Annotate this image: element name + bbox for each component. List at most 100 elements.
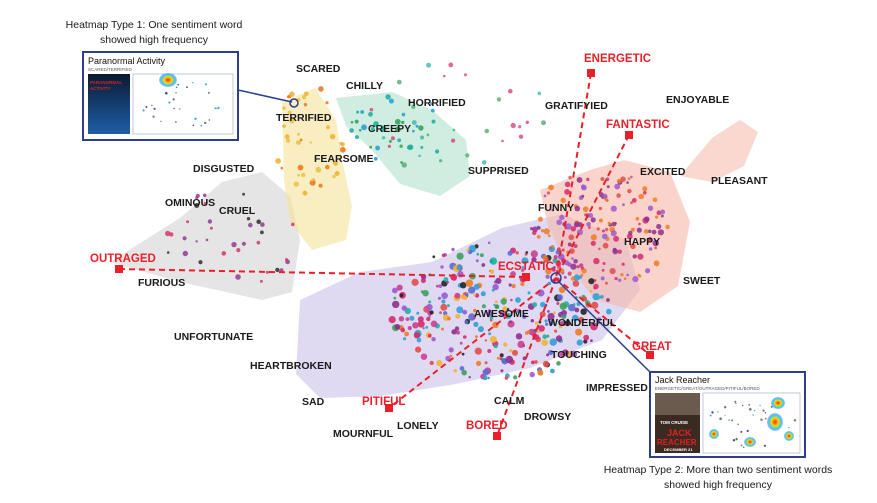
frequency-dot <box>369 145 373 149</box>
frequency-dot <box>456 330 461 335</box>
label-fantastic: FANTASTIC <box>606 119 670 131</box>
grey-wolf-silhouette <box>110 172 300 300</box>
frequency-dot <box>474 347 482 355</box>
label-funny: FUNNY <box>538 202 574 214</box>
frequency-dot <box>394 324 401 330</box>
frequency-dot <box>602 262 606 265</box>
frequency-dot <box>417 316 424 323</box>
frequency-dot <box>503 342 508 347</box>
frequency-dot <box>604 198 608 202</box>
frequency-dot <box>653 260 660 267</box>
frequency-dot <box>256 240 261 245</box>
frequency-dot <box>312 180 316 184</box>
frequency-dot <box>537 330 541 334</box>
frequency-dot <box>438 284 443 288</box>
frequency-dot <box>590 234 598 241</box>
frequency-dot <box>175 86 178 89</box>
frequency-dot <box>142 109 145 112</box>
label-drowsy: DROWSY <box>524 411 571 423</box>
axis-center-pitiful <box>388 277 557 409</box>
frequency-dot <box>481 263 486 267</box>
frequency-dot <box>182 250 188 257</box>
frequency-dot <box>431 119 436 124</box>
endpoint-great <box>646 351 654 359</box>
frequency-dot <box>412 322 419 329</box>
frequency-dot <box>509 320 512 324</box>
frequency-dot <box>494 304 500 310</box>
frequency-dot <box>165 91 168 95</box>
frequency-dot <box>200 124 203 127</box>
frequency-dot <box>511 284 516 289</box>
frequency-dot <box>540 261 543 264</box>
frequency-dot <box>572 303 576 306</box>
frequency-dot <box>428 315 431 318</box>
frequency-dot <box>500 369 504 373</box>
frequency-dot <box>430 108 435 113</box>
frequency-dot <box>538 320 542 324</box>
frequency-dot <box>546 334 550 338</box>
frequency-dot <box>304 91 309 97</box>
frequency-dot <box>400 161 403 164</box>
frequency-dot <box>609 268 616 275</box>
frequency-dot <box>593 279 597 282</box>
frequency-dot <box>496 356 500 360</box>
label-heartbroken: HEARTBROKEN <box>250 360 332 372</box>
frequency-dot <box>426 316 431 322</box>
frequency-dot <box>567 242 572 247</box>
frequency-dot <box>361 124 367 131</box>
frequency-dot <box>601 196 604 199</box>
frequency-dot <box>534 321 538 325</box>
frequency-dot <box>630 227 635 232</box>
frequency-dot <box>447 316 451 321</box>
frequency-dot <box>553 255 558 259</box>
frequency-dot <box>407 326 412 331</box>
frequency-dot <box>490 269 495 274</box>
frequency-dot <box>396 284 403 291</box>
frequency-dot <box>549 338 557 346</box>
frequency-dot <box>558 324 563 329</box>
frequency-dot <box>443 311 448 316</box>
frequency-dot <box>551 209 554 212</box>
frequency-dot <box>209 226 213 230</box>
frequency-dot <box>275 158 281 164</box>
frequency-dot <box>765 417 767 420</box>
frequency-dot <box>521 268 525 272</box>
frequency-dot <box>217 106 220 110</box>
frequency-dot <box>622 203 625 207</box>
frequency-dot <box>651 229 657 235</box>
label-energetic: ENERGETIC <box>584 53 651 65</box>
frequency-dot <box>381 136 386 140</box>
frequency-dot <box>443 74 446 78</box>
frequency-dot <box>430 320 438 328</box>
frequency-dot <box>788 426 790 429</box>
frequency-dot <box>561 248 565 252</box>
frequency-dot <box>601 229 605 233</box>
inset2-subtitle: ENERGETIC/GREAT/OUTRAGED/PITIFUL/BORED <box>655 386 760 391</box>
frequency-dot <box>487 241 491 245</box>
frequency-dot <box>487 376 490 380</box>
frequency-dot <box>192 82 194 84</box>
endpoint-ecstatic <box>522 273 530 281</box>
frequency-dot <box>724 406 727 409</box>
frequency-dot <box>475 259 479 263</box>
frequency-dot <box>607 221 611 226</box>
frequency-dot <box>546 353 550 357</box>
connector-inset2 <box>557 280 651 373</box>
caption-type2-line2: showed high frequency <box>664 479 773 491</box>
inset1-title: Paranormal Activity <box>88 56 166 66</box>
frequency-dot <box>420 353 428 360</box>
frequency-dot <box>507 250 513 256</box>
frequency-dot <box>401 112 406 117</box>
frequency-dot <box>582 206 589 212</box>
frequency-dot <box>259 279 263 283</box>
frequency-dot <box>248 222 253 228</box>
frequency-dot <box>536 235 541 239</box>
frequency-dot <box>570 226 576 232</box>
frequency-dot <box>660 209 666 215</box>
frequency-dot <box>540 301 546 308</box>
frequency-dot <box>571 257 574 260</box>
frequency-dot <box>418 125 424 131</box>
frequency-dot <box>742 404 744 407</box>
frequency-dot <box>462 295 468 300</box>
